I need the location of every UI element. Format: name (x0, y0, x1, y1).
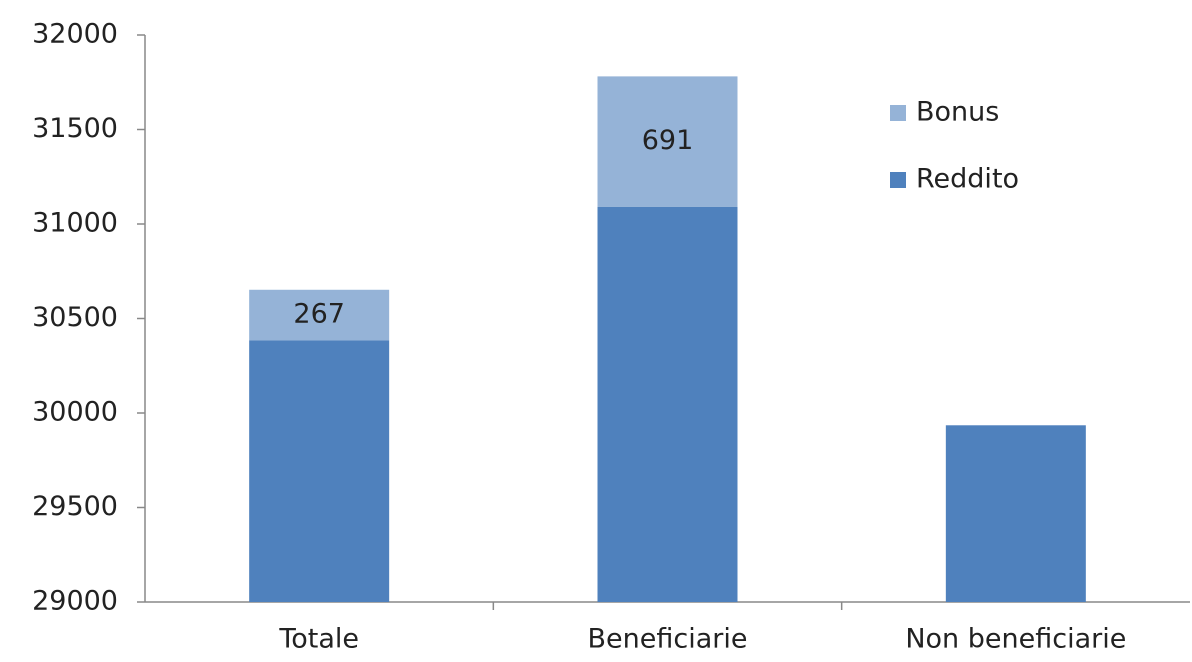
y-tick-label: 29500 (32, 491, 118, 522)
x-tick-label: Totale (278, 624, 359, 655)
x-tick-label: Beneficiarie (588, 624, 748, 655)
data-label: 691 (642, 125, 694, 156)
y-tick-label: 31500 (32, 113, 118, 144)
y-tick-label: 29000 (32, 586, 118, 617)
legend-swatch (890, 172, 906, 188)
y-tick-label: 31000 (32, 208, 118, 239)
legend-swatch (890, 105, 906, 121)
y-tick-label: 30000 (32, 397, 118, 428)
y-tick-label: 32000 (32, 19, 118, 50)
bar-segment (249, 289, 390, 341)
bar-segment (249, 340, 390, 602)
legend-label: Reddito (916, 164, 1019, 195)
bar-segment (597, 206, 738, 603)
y-tick-label: 30500 (32, 302, 118, 333)
data-label: 267 (293, 299, 345, 330)
bar-segment (597, 76, 738, 207)
bar-segment (945, 425, 1086, 602)
x-tick-label: Non beneficiarie (905, 624, 1126, 655)
legend-label: Bonus (916, 97, 999, 128)
